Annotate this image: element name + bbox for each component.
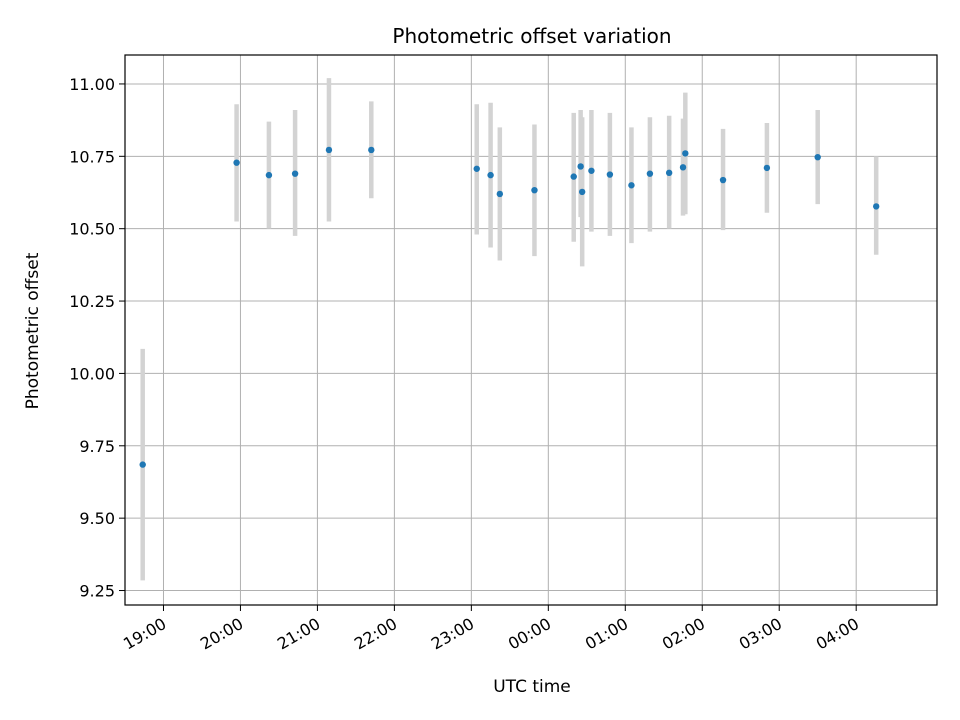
grid-lines bbox=[125, 55, 937, 605]
chart-title: Photometric offset variation bbox=[392, 24, 671, 48]
data-point bbox=[872, 203, 880, 210]
data-point bbox=[628, 182, 635, 189]
data-point bbox=[291, 170, 299, 177]
data-point bbox=[265, 171, 273, 179]
y-tick-label: 9.75 bbox=[79, 437, 115, 456]
y-axis-label: Photometric offset bbox=[23, 252, 43, 409]
data-point bbox=[578, 188, 586, 196]
data-point bbox=[577, 163, 584, 170]
y-tick-label: 11.00 bbox=[69, 75, 115, 94]
data-point bbox=[496, 190, 504, 198]
data-point bbox=[719, 176, 727, 184]
data-point bbox=[570, 173, 577, 180]
y-axis-ticks: 9.25 9.50 9.75 10.00 10.25 10.50 10.75 11.00 bbox=[69, 75, 125, 601]
data-point bbox=[325, 146, 333, 154]
data-point bbox=[473, 165, 480, 172]
data-point bbox=[646, 170, 654, 177]
data-points bbox=[139, 146, 880, 468]
plot-area bbox=[125, 55, 937, 605]
data-point bbox=[814, 153, 821, 161]
plot-frame bbox=[124, 54, 938, 606]
data-point bbox=[763, 164, 771, 172]
y-tick-label: 10.00 bbox=[69, 364, 115, 383]
data-point bbox=[368, 146, 375, 154]
data-point bbox=[606, 171, 614, 178]
y-tick-label: 10.75 bbox=[69, 147, 115, 166]
data-point bbox=[487, 171, 494, 179]
data-point bbox=[588, 167, 595, 174]
y-tick-label: 10.50 bbox=[69, 220, 115, 239]
data-point bbox=[665, 169, 673, 177]
x-axis-label: UTC time bbox=[493, 677, 571, 697]
data-point bbox=[139, 461, 146, 468]
y-tick-label: 10.25 bbox=[69, 292, 115, 311]
data-point bbox=[682, 150, 689, 157]
data-point bbox=[531, 186, 538, 194]
data-point bbox=[679, 164, 687, 171]
y-tick-label: 9.25 bbox=[79, 582, 115, 601]
y-tick-label: 9.50 bbox=[79, 509, 115, 528]
data-point bbox=[233, 159, 240, 166]
